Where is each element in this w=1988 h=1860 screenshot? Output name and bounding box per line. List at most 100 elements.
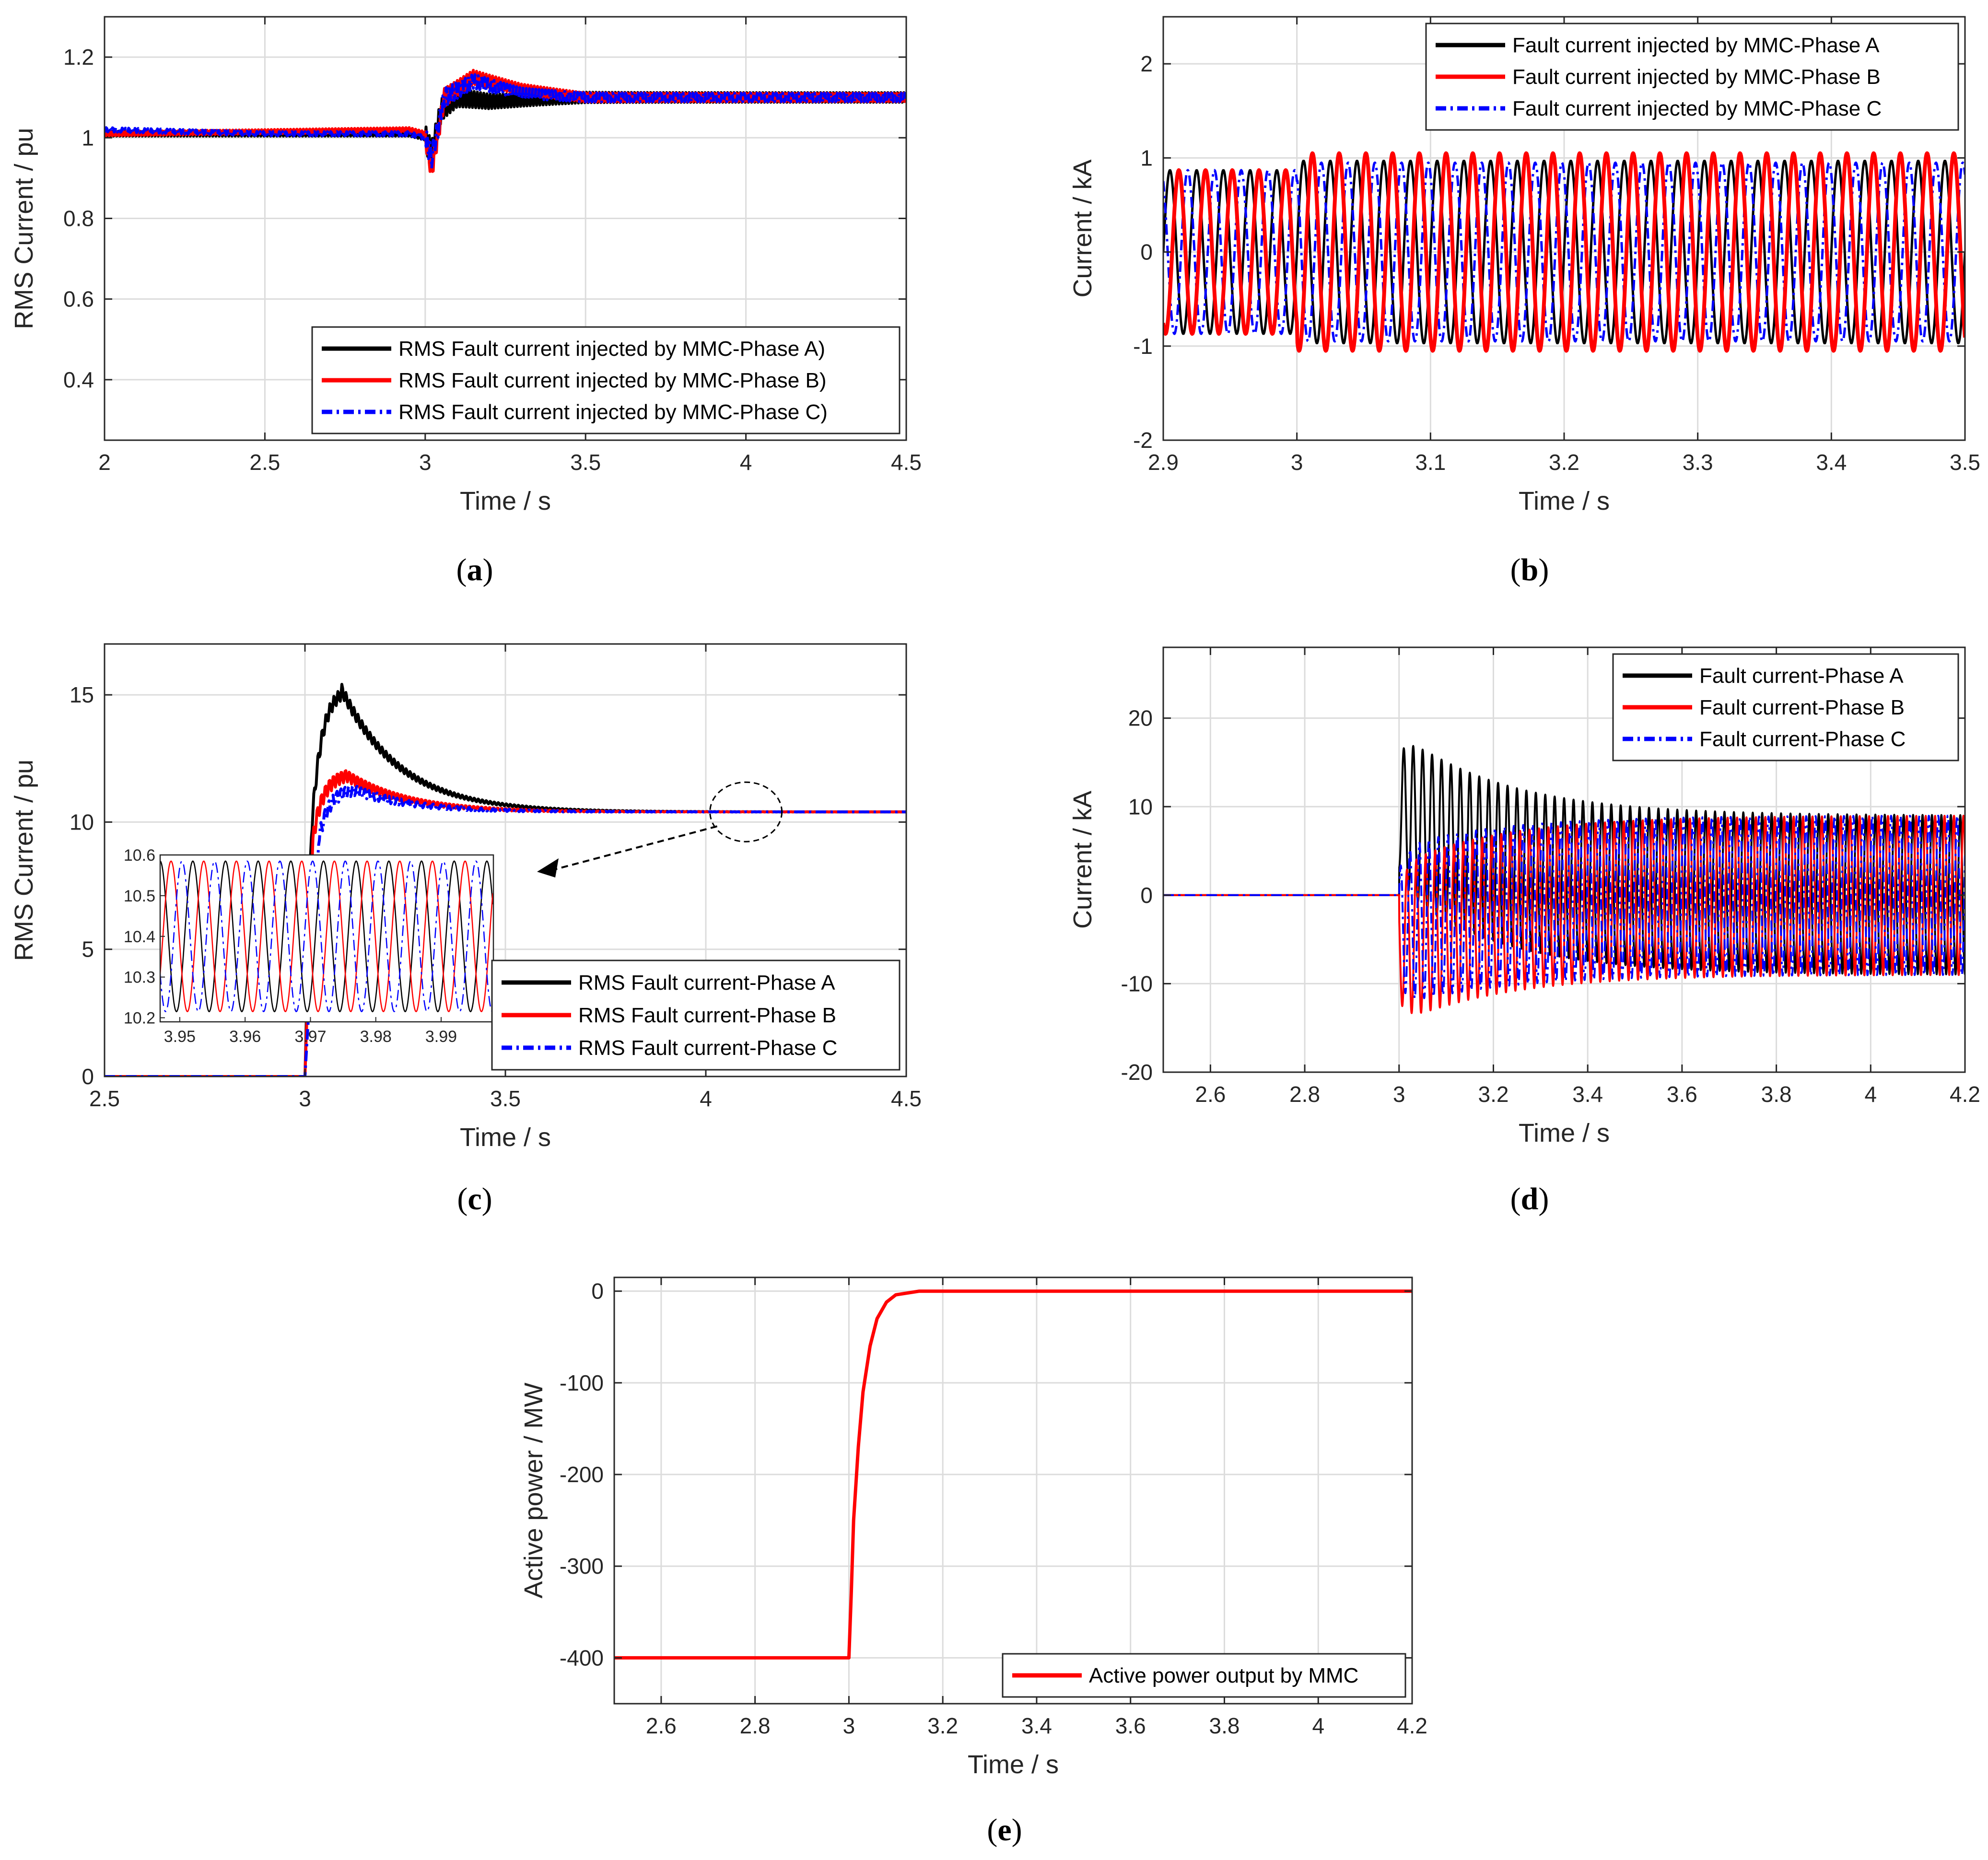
x-tick-label: 3.6 (1115, 1713, 1146, 1738)
x-axis-label: Time / s (1519, 1119, 1610, 1147)
legend-entry: RMS Fault current-Phase A (578, 971, 835, 994)
panel-caption: (e) (987, 1813, 1022, 1848)
x-axis-label: Time / s (968, 1750, 1059, 1779)
y-tick-label: -100 (560, 1370, 604, 1395)
legend-box (311, 326, 900, 434)
panel-caption: (b) (1510, 552, 1549, 587)
y-tick-label: 1.2 (63, 45, 94, 70)
legend-entry: Fault current-Phase B (1699, 696, 1905, 719)
y-axis-label: Active power / MW (519, 1382, 548, 1598)
inset-y-tick-label: 10.2 (124, 1009, 155, 1028)
x-tick-label: 4.5 (891, 1086, 922, 1111)
legend-entry: Fault current injected by MMC-Phase A (1512, 34, 1880, 57)
x-tick-label: 3.5 (570, 450, 601, 475)
legend-entry: Fault current-Phase C (1699, 727, 1906, 751)
series-line (105, 73, 906, 170)
caption-paren-open: ( (456, 552, 467, 587)
y-tick-label: -400 (560, 1645, 604, 1670)
x-tick-label: 3 (419, 450, 432, 475)
y-tick-label: -10 (1121, 971, 1153, 996)
legend-entry: RMS Fault current-Phase B (578, 1004, 836, 1027)
x-tick-label: 3.8 (1761, 1082, 1792, 1107)
y-tick-label: 0.6 (63, 287, 94, 312)
y-tick-label: 15 (70, 682, 94, 707)
inset-series-line (160, 860, 493, 1012)
y-tick-label: 20 (1128, 706, 1153, 731)
panel-c: 2.5 3 3.5 4 4.5 0 5 10 15 Time / s RMS Current / p… (10, 643, 922, 1217)
legend-entry: Fault current injected by MMC-Phase C (1512, 97, 1882, 120)
x-tick-label: 3.2 (927, 1713, 958, 1738)
series-line (1163, 151, 1965, 353)
inset-series-line (160, 860, 493, 1013)
legend-entry: RMS Fault current injected by MMC-Phase … (398, 369, 827, 392)
y-tick-label: 0 (82, 1064, 94, 1089)
inset: 3.95 3.96 3.97 3.98 3.99 10.2 10.3 10.4 10.5 10.6 (124, 846, 494, 1046)
y-tick-label: 0.4 (63, 367, 94, 392)
axes-frame (1162, 646, 1966, 1073)
panel-caption: (a) (456, 552, 493, 587)
y-tick-label: 0 (591, 1279, 604, 1304)
y-tick-label: -2 (1133, 428, 1153, 453)
caption-paren-open: ( (1510, 1182, 1521, 1217)
legend: Active power output by MMC (1002, 1653, 1406, 1698)
y-tick-label: 1 (1140, 145, 1153, 170)
inset-x-tick-label: 3.99 (425, 1028, 457, 1046)
zoom-arrow (551, 825, 718, 871)
x-tick-label: 2.8 (740, 1713, 771, 1738)
caption-paren-close: ) (1012, 1813, 1022, 1848)
y-axis-label: RMS Current / pu (10, 760, 38, 961)
series-line (1163, 160, 1965, 344)
x-tick-label: 2.5 (249, 450, 280, 475)
y-tick-label: -1 (1133, 334, 1153, 359)
x-tick-label: 4.5 (891, 450, 922, 475)
y-axis-label: Current / kA (1068, 791, 1097, 929)
x-tick-label: 2.8 (1289, 1082, 1320, 1107)
inset-frame (159, 854, 494, 1023)
legend-entry: Active power output by MMC (1089, 1664, 1358, 1687)
panel-c-data (105, 683, 906, 1076)
caption-paren-close: ) (483, 552, 493, 587)
series-line (1163, 161, 1965, 343)
panel-d-data (1163, 745, 1965, 1014)
panel-b: 2.9 3 3.1 3.2 3.3 3.4 3.5 -2 -1 0 1 2 Time / s Curren… (1068, 16, 1980, 587)
panel-e-data (614, 1289, 1412, 1660)
x-tick-label: 3.1 (1415, 450, 1446, 475)
series-line (1163, 815, 1965, 999)
axes-frame (613, 1276, 1413, 1705)
y-tick-label: 0 (1140, 883, 1153, 908)
x-tick-label: 3.5 (490, 1086, 521, 1111)
panel-d: 2.6 2.8 3 3.2 3.4 3.6 3.8 4 4.2 -20 -10 0 10 20 Time /… (1068, 646, 1980, 1217)
x-tick-label: 3.2 (1549, 450, 1579, 475)
inset-x-tick-label: 3.96 (229, 1028, 261, 1046)
x-axis-label: Time / s (460, 1123, 551, 1152)
inset-x-tick-label: 3.98 (360, 1028, 392, 1046)
x-tick-label: 3.4 (1572, 1082, 1603, 1107)
caption-paren-close: ) (482, 1182, 492, 1217)
y-tick-label: -200 (560, 1462, 604, 1487)
x-tick-label: 3.4 (1021, 1713, 1052, 1738)
legend-entry: RMS Fault current injected by MMC-Phase … (398, 400, 828, 424)
legend-entry: RMS Fault current-Phase C (578, 1036, 837, 1060)
x-axis-label: Time / s (460, 487, 551, 515)
caption-letter: b (1521, 552, 1539, 587)
legend-entry: RMS Fault current injected by MMC-Phase … (398, 337, 825, 361)
x-tick-label: 4 (700, 1086, 712, 1111)
y-tick-label: 0.8 (63, 206, 94, 231)
caption-letter: c (468, 1182, 481, 1217)
x-tick-label: 2.6 (646, 1713, 677, 1738)
inset-data (160, 860, 493, 1013)
x-tick-label: 4 (740, 450, 752, 475)
caption-paren-open: ( (987, 1813, 997, 1848)
x-tick-label: 3.3 (1683, 450, 1713, 475)
legend: RMS Fault current injected by MMC-Phase … (311, 326, 900, 434)
x-tick-label: 3.8 (1209, 1713, 1240, 1738)
y-tick-label: 5 (82, 937, 94, 962)
x-tick-label: 3 (1393, 1082, 1405, 1107)
panel-caption: (c) (457, 1182, 492, 1217)
panel-a: 2 2.5 3 3.5 4 4.5 0.4 0.6 0.8 1 1.2 Time / s RMS Cur… (10, 16, 922, 587)
x-tick-label: 2 (98, 450, 111, 475)
axes-frame (104, 16, 907, 441)
caption-paren-open: ( (1510, 552, 1521, 587)
x-tick-label: 3 (299, 1086, 311, 1111)
